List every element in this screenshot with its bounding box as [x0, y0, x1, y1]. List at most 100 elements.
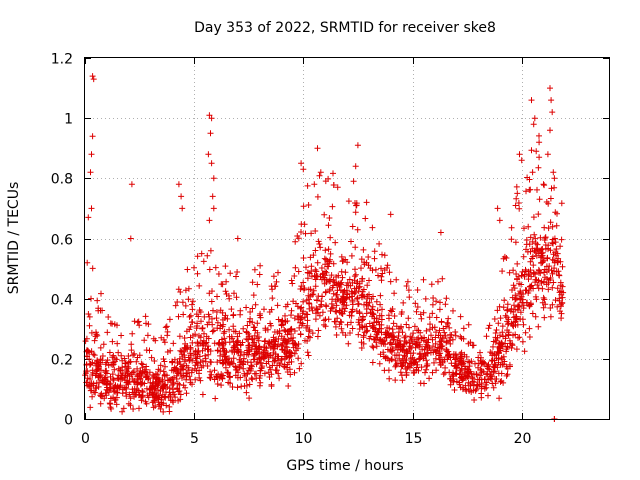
data-point [95, 383, 102, 390]
data-point [477, 372, 484, 379]
data-point [378, 321, 385, 328]
data-point [82, 338, 89, 345]
data-point [405, 287, 412, 294]
data-point [401, 359, 408, 366]
data-point [110, 387, 117, 394]
data-point [489, 380, 496, 387]
data-point [330, 282, 337, 289]
data-point [337, 287, 344, 294]
data-point [314, 145, 321, 152]
data-point [208, 371, 215, 378]
data-point [431, 346, 438, 353]
data-point [513, 271, 520, 277]
data-point [207, 247, 214, 254]
data-point [319, 271, 326, 278]
data-point [541, 296, 548, 303]
data-point [499, 323, 506, 330]
data-point [530, 262, 537, 269]
data-point [514, 307, 521, 314]
data-point [185, 285, 192, 292]
data-point [508, 224, 515, 231]
data-point [459, 359, 466, 366]
data-point [433, 314, 440, 321]
data-point [118, 332, 125, 339]
data-point [494, 307, 501, 314]
data-point [211, 367, 218, 374]
data-point [261, 370, 268, 377]
data-point [270, 273, 277, 280]
data-point [436, 306, 443, 313]
data-point [233, 273, 239, 280]
data-point [200, 362, 207, 369]
data-point [330, 170, 336, 177]
data-point [391, 313, 398, 319]
data-point [160, 356, 167, 362]
data-point [471, 397, 478, 403]
data-point [493, 327, 500, 333]
data-point [543, 263, 550, 270]
data-point [209, 328, 216, 335]
data-point [499, 329, 506, 336]
data-point [187, 312, 194, 319]
data-point [131, 350, 138, 357]
data-point [256, 312, 263, 319]
data-point [282, 303, 289, 310]
data-point [373, 315, 380, 322]
data-point [378, 329, 385, 336]
data-point [271, 329, 278, 335]
data-point [289, 280, 296, 287]
data-point [535, 211, 542, 218]
data-point [363, 306, 370, 312]
data-point [504, 365, 511, 372]
data-point [559, 263, 566, 270]
data-point [309, 307, 316, 314]
data-point [387, 278, 394, 285]
data-point [209, 288, 215, 295]
data-point [226, 333, 233, 340]
data-point [363, 199, 370, 206]
data-point [291, 350, 298, 357]
data-point [84, 347, 91, 354]
data-point [342, 269, 349, 276]
data-point [315, 327, 322, 334]
data-point [444, 348, 451, 355]
data-point [214, 325, 221, 332]
data-point [234, 333, 241, 340]
data-point [152, 337, 159, 344]
data-point [234, 269, 241, 275]
data-point [88, 151, 95, 158]
data-point [268, 381, 275, 388]
data-point [185, 364, 192, 371]
data-point [87, 404, 94, 411]
data-point [208, 160, 215, 167]
data-point [452, 332, 459, 339]
data-point [438, 319, 445, 326]
data-point [381, 252, 388, 259]
data-point [363, 259, 370, 266]
data-point [417, 350, 424, 357]
data-point [284, 361, 291, 368]
data-point [91, 352, 98, 359]
data-point [475, 364, 481, 371]
data-point [497, 315, 504, 322]
data-point [220, 330, 227, 337]
data-point [111, 355, 118, 362]
data-point [512, 296, 519, 303]
data-point [420, 276, 427, 283]
data-point [130, 368, 137, 375]
data-point [392, 377, 399, 384]
data-point [178, 348, 185, 355]
data-point [413, 366, 420, 373]
data-point [478, 354, 484, 361]
data-point [227, 373, 234, 380]
data-point [352, 163, 359, 170]
data-point [458, 375, 465, 382]
data-point [492, 330, 499, 336]
data-point [530, 214, 537, 221]
data-point [240, 355, 247, 362]
data-point [442, 369, 448, 376]
data-point [154, 395, 161, 402]
data-point [313, 310, 319, 317]
data-point [144, 373, 151, 380]
data-point [424, 349, 431, 356]
